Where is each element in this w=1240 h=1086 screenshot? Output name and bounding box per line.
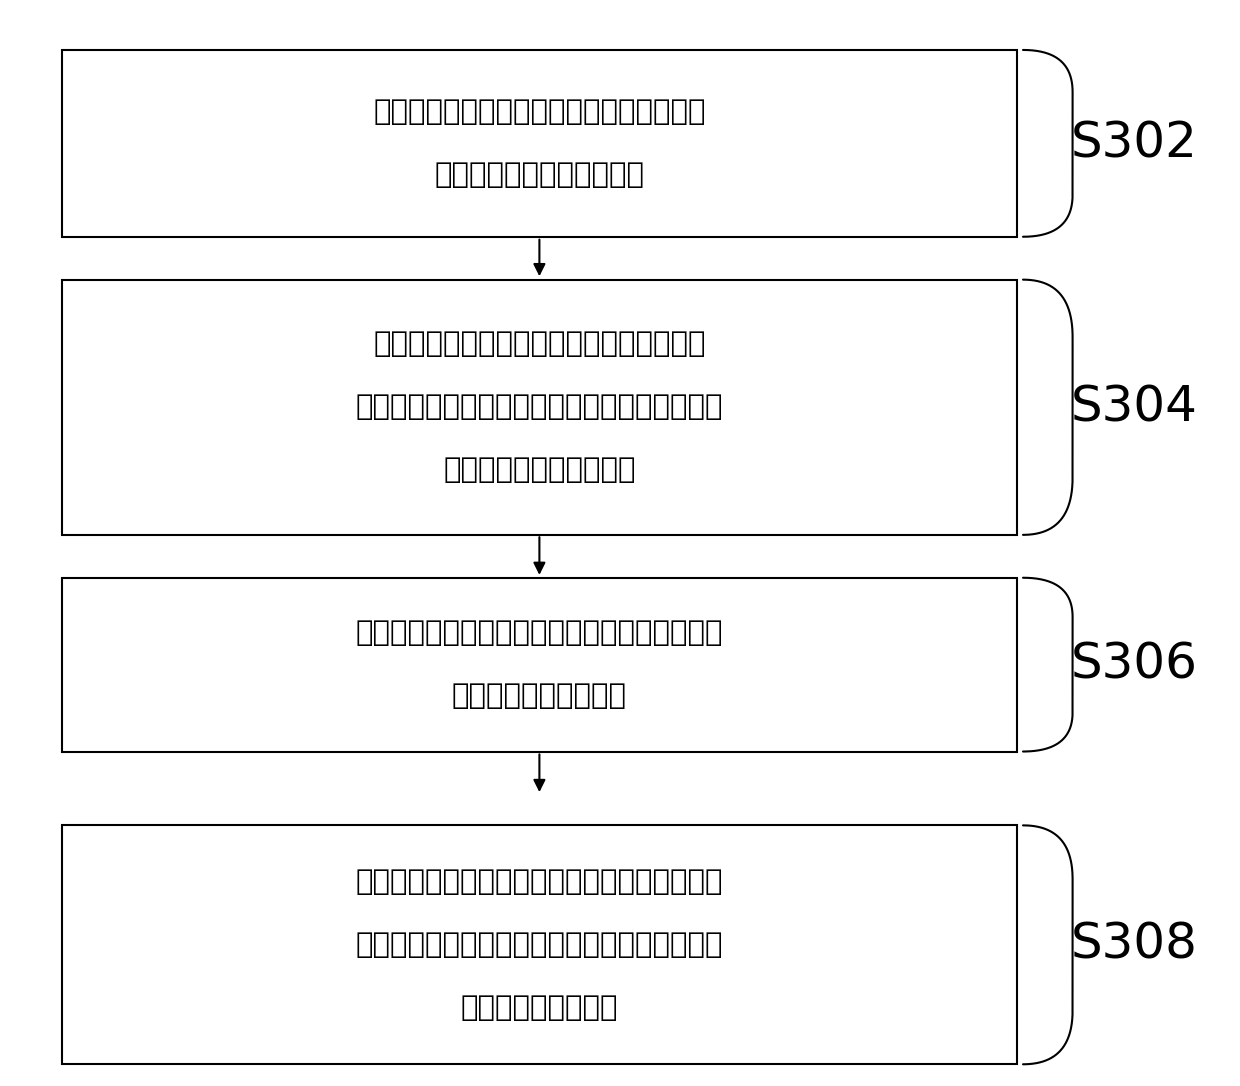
Text: 控制速度大于实际下发速度: 控制速度大于实际下发速度 bbox=[434, 161, 645, 189]
FancyBboxPatch shape bbox=[62, 578, 1017, 752]
Text: 如果判断上一次实际下发速度大于零且目标: 如果判断上一次实际下发速度大于零且目标 bbox=[373, 330, 706, 358]
Text: S306: S306 bbox=[1071, 641, 1198, 689]
FancyBboxPatch shape bbox=[62, 279, 1017, 534]
Text: 速度小于实际下发速度: 速度小于实际下发速度 bbox=[451, 682, 627, 710]
FancyBboxPatch shape bbox=[62, 50, 1017, 237]
Text: 过程，同时配置加速时间: 过程，同时配置加速时间 bbox=[443, 456, 636, 484]
Text: 判断上一次实际下发速度是否大于零且目标: 判断上一次实际下发速度是否大于零且目标 bbox=[373, 98, 706, 126]
Text: 如果判断上一次实际下发速度小于零且目标控制: 如果判断上一次实际下发速度小于零且目标控制 bbox=[356, 868, 723, 896]
FancyBboxPatch shape bbox=[62, 825, 1017, 1064]
Text: S304: S304 bbox=[1071, 383, 1198, 431]
Text: 判断上一次实际下发速度是否小于零且目标控制: 判断上一次实际下发速度是否小于零且目标控制 bbox=[356, 619, 723, 647]
Text: S302: S302 bbox=[1071, 119, 1198, 167]
Text: S308: S308 bbox=[1071, 921, 1198, 969]
Text: 控制速度大于实际下发速度，则判断当前为加速: 控制速度大于实际下发速度，则判断当前为加速 bbox=[356, 393, 723, 421]
Text: ，同时配置加速时间: ，同时配置加速时间 bbox=[460, 994, 619, 1022]
Text: 速度小于实际下发速度，则判断当前为加速过程: 速度小于实际下发速度，则判断当前为加速过程 bbox=[356, 931, 723, 959]
